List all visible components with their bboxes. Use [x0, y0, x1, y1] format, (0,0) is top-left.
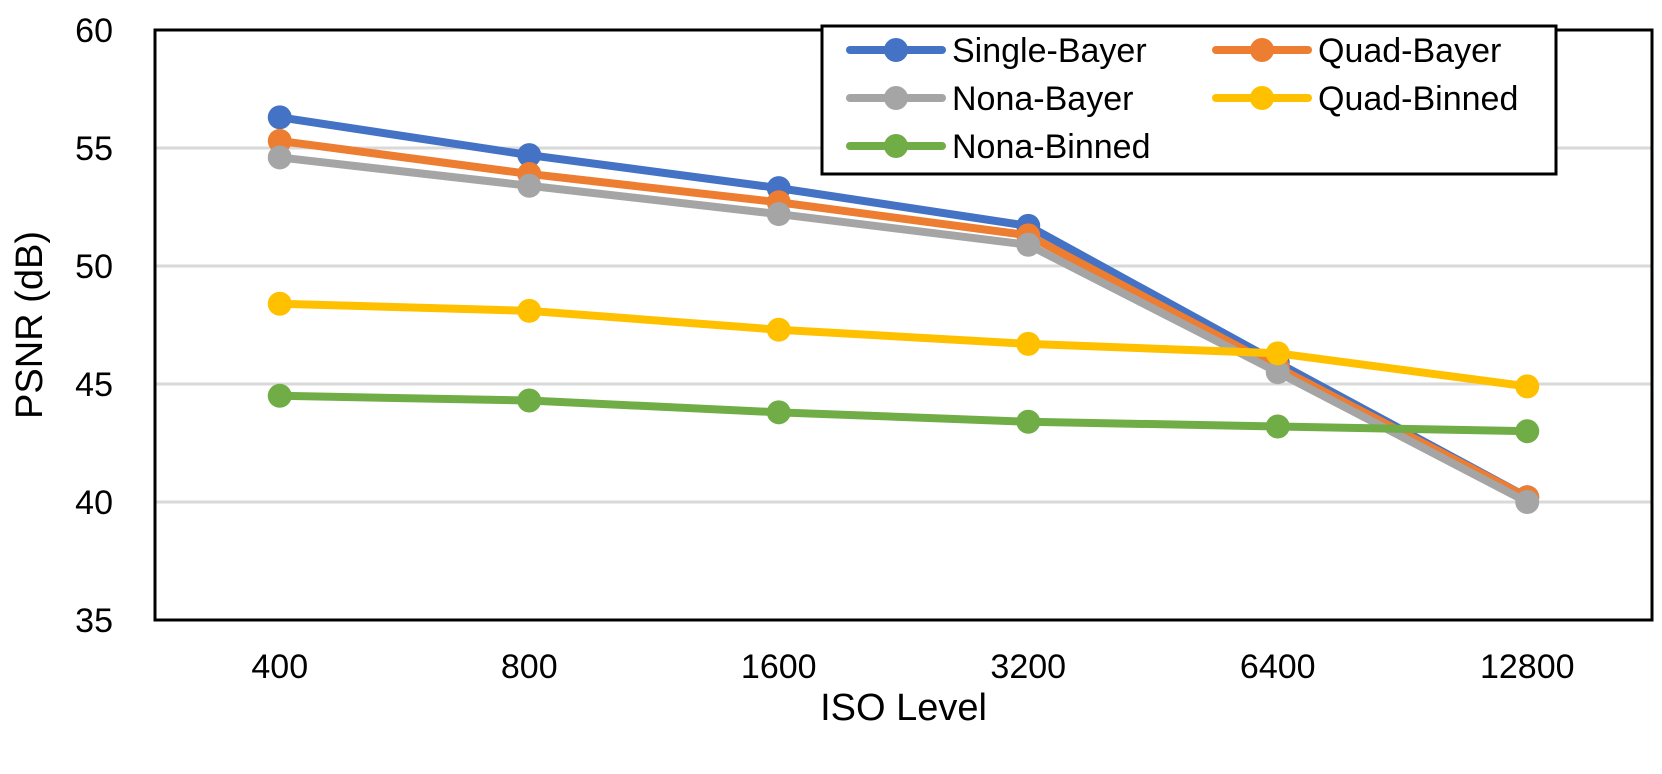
y-tick-label: 35 — [75, 602, 113, 640]
legend-item-quad-bayer: Quad-Bayer — [1212, 32, 1501, 70]
data-point-nona-bayer-400 — [267, 145, 292, 170]
x-tick-label: 800 — [501, 648, 558, 686]
x-tick-label: 3200 — [990, 648, 1066, 686]
data-point-nona-bayer-12800 — [1515, 490, 1540, 514]
data-point-quad-binned-400 — [267, 291, 292, 316]
legend-item-single-bayer: Single-Bayer — [846, 32, 1147, 70]
y-tick-label: 60 — [75, 12, 113, 50]
legend-label: Single-Bayer — [952, 32, 1147, 70]
x-tick-label: 400 — [251, 648, 308, 686]
data-point-quad-binned-1600 — [766, 317, 791, 342]
legend-item-nona-binned: Nona-Binned — [846, 128, 1150, 166]
data-point-quad-binned-800 — [517, 298, 542, 323]
series-quad-bayer — [267, 128, 1540, 510]
data-point-nona-binned-12800 — [1515, 419, 1540, 444]
series-line-quad-binned — [275, 299, 1532, 391]
legend-swatch-marker — [884, 38, 908, 62]
data-point-nona-binned-1600 — [766, 400, 791, 425]
data-point-single-bayer-800 — [517, 143, 542, 168]
y-tick-label: 40 — [75, 484, 113, 522]
series-nona-binned — [267, 383, 1540, 444]
legend-item-nona-bayer: Nona-Bayer — [846, 80, 1133, 118]
series-line-quad-bayer — [275, 136, 1532, 502]
x-tick-label: 6400 — [1240, 648, 1316, 686]
y-axis-ticks: 35 40 45 50 55 60 — [75, 12, 113, 640]
x-tick-label: 12800 — [1480, 648, 1575, 686]
legend: Single-Bayer Quad-Bayer Nona-Bayer Quad-Bin… — [820, 24, 1558, 176]
legend-swatch-marker — [884, 86, 908, 110]
legend-label: Quad-Binned — [1318, 80, 1518, 118]
series-layer — [267, 105, 1540, 514]
data-point-quad-binned-6400 — [1265, 341, 1290, 366]
series-quad-binned — [267, 291, 1540, 399]
data-point-nona-bayer-800 — [517, 173, 542, 198]
x-tick-label: 1600 — [741, 648, 817, 686]
series-nona-bayer — [267, 145, 1540, 514]
data-point-nona-binned-400 — [267, 383, 292, 408]
data-point-nona-binned-3200 — [1016, 409, 1041, 434]
legend-label: Quad-Bayer — [1318, 32, 1501, 70]
legend-label: Nona-Bayer — [952, 80, 1133, 118]
y-axis-title: PSNR (dB) — [9, 231, 51, 419]
legend-swatch-marker — [884, 134, 908, 158]
legend-swatch-marker — [1250, 86, 1274, 110]
y-tick-label: 50 — [75, 248, 113, 286]
legend-item-quad-binned: Quad-Binned — [1212, 80, 1518, 118]
data-point-nona-bayer-3200 — [1016, 232, 1041, 257]
series-line-nona-bayer — [275, 153, 1532, 506]
x-axis-ticks: 400 800 1600 3200 6400 12800 — [251, 648, 1574, 686]
data-point-quad-bayer-400 — [267, 128, 292, 153]
series-line-nona-binned — [275, 391, 1532, 436]
y-tick-label: 55 — [75, 130, 113, 168]
legend-swatch-marker — [1250, 38, 1274, 62]
data-point-nona-bayer-1600 — [766, 202, 791, 227]
x-axis-title: ISO Level — [820, 687, 987, 729]
data-point-quad-binned-12800 — [1515, 374, 1540, 399]
data-point-nona-bayer-6400 — [1265, 360, 1290, 385]
data-point-single-bayer-400 — [267, 105, 292, 130]
data-point-nona-binned-800 — [517, 388, 542, 413]
data-point-nona-binned-6400 — [1265, 414, 1290, 439]
legend-label: Nona-Binned — [952, 128, 1150, 166]
data-point-quad-binned-3200 — [1016, 331, 1041, 356]
y-tick-label: 45 — [75, 366, 113, 404]
